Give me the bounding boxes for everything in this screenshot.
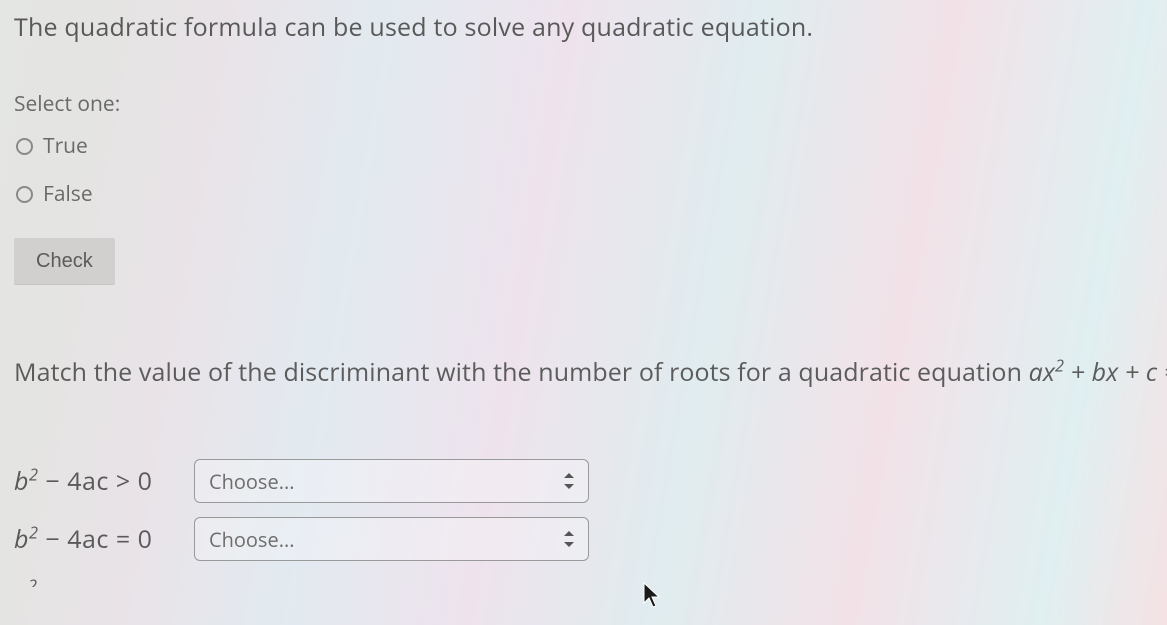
radio-true[interactable] xyxy=(16,138,33,155)
match-row-2: b2 − 4ac = 0 Choose... xyxy=(14,517,1153,561)
option-false-label: False xyxy=(43,180,93,208)
q2-formula-exp: 2 xyxy=(1055,355,1064,377)
expr-2: b2 − 4ac = 0 xyxy=(14,522,194,556)
choose-select-2-placeholder: Choose... xyxy=(209,526,294,553)
updown-icon xyxy=(564,531,574,547)
choose-select-2[interactable]: Choose... xyxy=(194,517,589,561)
check-button[interactable]: Check xyxy=(14,238,115,285)
updown-icon xyxy=(564,473,574,489)
question-2-text: Match the value of the discriminant with… xyxy=(14,355,1153,389)
q2-prefix: Match the value of the discriminant with… xyxy=(14,355,1029,389)
question-1-text: The quadratic formula can be used to sol… xyxy=(14,10,1153,44)
q2-formula-rest: + bx + c = xyxy=(1064,355,1167,389)
option-true-row[interactable]: True xyxy=(16,132,1153,160)
option-false-row[interactable]: False xyxy=(16,180,1153,208)
expr-1: b2 − 4ac > 0 xyxy=(14,464,194,498)
partial-row: 2 xyxy=(14,575,1153,587)
q2-formula-a: ax xyxy=(1029,355,1055,389)
choose-select-1-placeholder: Choose... xyxy=(209,468,294,495)
choose-select-1[interactable]: Choose... xyxy=(194,459,589,503)
option-true-label: True xyxy=(43,132,88,160)
match-row-1: b2 − 4ac > 0 Choose... xyxy=(14,459,1153,503)
select-one-label: Select one: xyxy=(14,90,1153,118)
radio-false[interactable] xyxy=(16,186,33,203)
match-rows: b2 − 4ac > 0 Choose... b2 − 4ac = 0 Choo… xyxy=(14,459,1153,587)
